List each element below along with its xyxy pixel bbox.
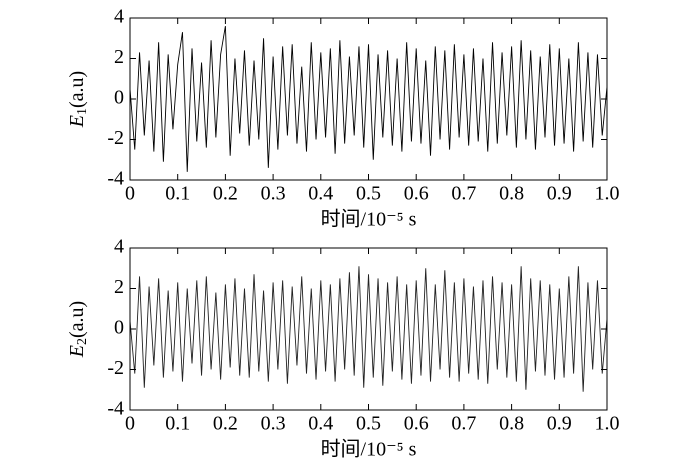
y-tick-label: -2 (107, 357, 124, 379)
x-tick-label: 0.6 (404, 183, 429, 205)
x-axis-label: 时间/10⁻⁵ s (321, 438, 417, 461)
y-tick-label: 4 (114, 236, 124, 258)
y-tick-label: -4 (107, 398, 124, 420)
y-label-symbol: E (66, 115, 88, 128)
x-tick-label: 0.2 (213, 413, 238, 435)
x-tick-label: 0.9 (547, 183, 572, 205)
x-tick-label: 0.7 (451, 183, 476, 205)
y-tick-label: 4 (114, 6, 124, 28)
x-tick-label: 0.3 (261, 183, 286, 205)
x-tick-label: 0.1 (165, 183, 190, 205)
x-tick-label: 0.4 (308, 413, 333, 435)
signal-line (129, 26, 608, 172)
x-tick-label: 0.7 (451, 413, 476, 435)
y-tick-label: -4 (107, 168, 124, 190)
x-tick-label: 0.5 (356, 183, 381, 205)
y-label-unit: (a.u) (66, 71, 88, 108)
y-axis-label: E2(a.u) (66, 301, 91, 358)
x-tick-label: 0.2 (213, 183, 238, 205)
x-tick-label: 0.5 (356, 413, 381, 435)
x-tick-label: 1.0 (595, 183, 620, 205)
y-label-subscript: 1 (75, 108, 90, 115)
x-tick-label: 0.8 (499, 413, 524, 435)
x-tick-label: 0.1 (165, 413, 190, 435)
x-tick-label: 0 (125, 413, 135, 435)
x-tick-label: 0.8 (499, 183, 524, 205)
plot-frame (129, 247, 608, 411)
y-label-symbol: E (66, 345, 88, 358)
x-tick-label: 0.4 (308, 183, 333, 205)
signal-line (129, 266, 608, 392)
x-tick-label: 0.3 (261, 413, 286, 435)
y-tick-label: 0 (114, 317, 124, 339)
y-tick-label: 0 (114, 87, 124, 109)
y-label-subscript: 2 (75, 338, 90, 345)
x-tick-label: 0.6 (404, 413, 429, 435)
y-label-unit: (a.u) (66, 301, 88, 338)
x-axis-label: 时间/10⁻⁵ s (321, 208, 417, 231)
y-tick-label: 2 (114, 276, 124, 298)
y-axis-label: E1(a.u) (66, 71, 91, 128)
y-tick-label: 2 (114, 46, 124, 68)
x-tick-label: 0.9 (547, 413, 572, 435)
x-tick-label: 0 (125, 183, 135, 205)
plot-frame (129, 17, 608, 181)
y-tick-label: -2 (107, 127, 124, 149)
x-tick-label: 1.0 (595, 413, 620, 435)
